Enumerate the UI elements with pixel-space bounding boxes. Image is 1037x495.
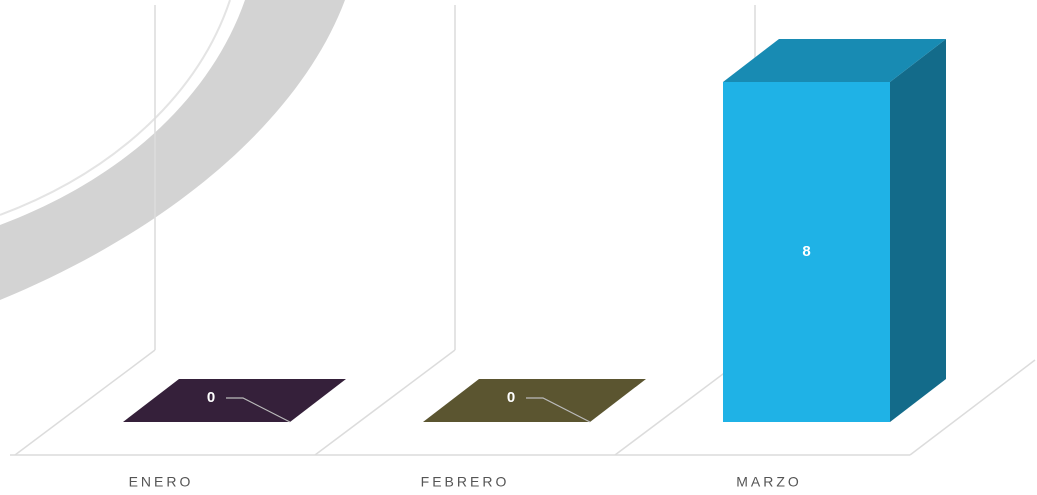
bar-top (123, 379, 346, 422)
decoration (0, 0, 345, 300)
value-label: 0 (207, 389, 215, 406)
value-label: 0 (507, 389, 515, 406)
bar-top (423, 379, 646, 422)
value-label: 8 (802, 243, 810, 260)
x-tick-label: MARZO (736, 474, 802, 490)
bar-side (890, 39, 946, 422)
x-tick-label: FEBRERO (421, 474, 510, 490)
chart: 0 ENERO 0 FEBRERO 8 MARZO (0, 0, 1037, 495)
x-tick-label: ENERO (129, 474, 194, 490)
